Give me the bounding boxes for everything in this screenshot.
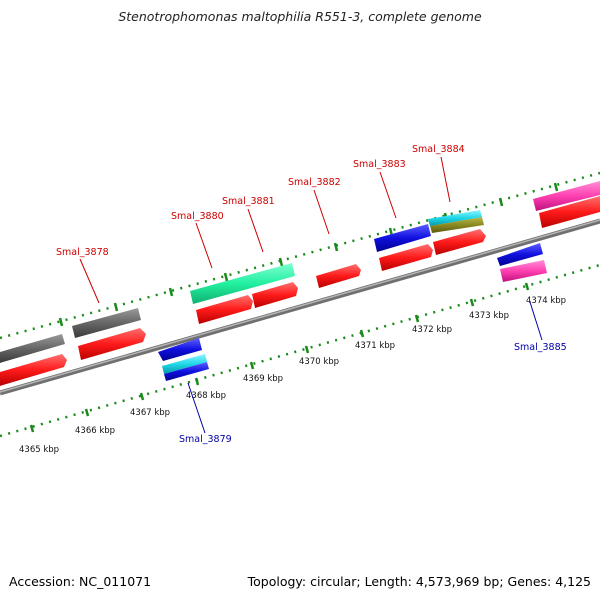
gene-label-Smal_3884[interactable]: Smal_3884 xyxy=(412,144,465,155)
cds-feature[interactable] xyxy=(78,328,146,360)
gene-label-Smal_3881[interactable]: Smal_3881 xyxy=(222,196,275,207)
gene-label-Smal_3885[interactable]: Smal_3885 xyxy=(514,342,567,353)
tick-labels: 4365 kbp 4366 kbp 4367 kbp 4368 kbp 4369… xyxy=(19,296,566,455)
tick-label: 4372 kbp xyxy=(412,325,452,335)
tick-label: 4369 kbp xyxy=(243,374,283,384)
label-leaders-forward xyxy=(79,156,451,304)
gene-feature-teal[interactable] xyxy=(190,263,295,304)
gene-feature-pink-reverse[interactable] xyxy=(500,260,547,282)
gene-feature-olive[interactable] xyxy=(430,217,484,233)
tick-label: 4368 kbp xyxy=(186,391,226,401)
gene-feature-blue-reverse[interactable] xyxy=(158,338,202,361)
tick-label: 4367 kbp xyxy=(130,408,170,418)
gene-feature-blue-reverse[interactable] xyxy=(497,243,543,266)
tick-label: 4371 kbp xyxy=(355,341,395,351)
tick-label: 4366 kbp xyxy=(75,426,115,436)
tick-label: 4374 kbp xyxy=(526,296,566,306)
map-title: Stenotrophomonas maltophilia R551-3, com… xyxy=(118,9,482,24)
gene-feature-blue[interactable] xyxy=(374,224,431,252)
gene-label-Smal_3880[interactable]: Smal_3880 xyxy=(171,211,224,222)
lower-tick-track xyxy=(0,263,600,438)
cds-feature[interactable] xyxy=(433,229,486,255)
gene-label-Smal_3882[interactable]: Smal_3882 xyxy=(288,177,341,188)
cds-feature[interactable] xyxy=(539,196,600,228)
gene-feature-gray[interactable] xyxy=(0,334,65,363)
cds-feature[interactable] xyxy=(196,295,253,324)
cds-feature[interactable] xyxy=(252,282,298,308)
gene-feature-blue-reverse[interactable] xyxy=(164,362,209,381)
accession-text: Accession: NC_011071 xyxy=(9,574,152,589)
gene-label-Smal_3878[interactable]: Smal_3878 xyxy=(56,247,109,258)
gene-label-Smal_3879[interactable]: Smal_3879 xyxy=(179,434,232,445)
genome-backbone xyxy=(0,218,600,396)
gene-feature-cyan[interactable] xyxy=(428,210,482,226)
cds-feature[interactable] xyxy=(0,354,67,386)
cds-feature[interactable] xyxy=(316,264,361,288)
gene-feature-pink[interactable] xyxy=(533,181,600,211)
genome-summary-text: Topology: circular; Length: 4,573,969 bp… xyxy=(247,574,591,589)
gene-feature-cyan-reverse[interactable] xyxy=(162,354,207,374)
tick-label: 4370 kbp xyxy=(299,357,339,367)
cds-feature[interactable] xyxy=(379,244,433,271)
tick-label: 4365 kbp xyxy=(19,445,59,455)
gene-label-Smal_3883[interactable]: Smal_3883 xyxy=(353,159,406,170)
label-leaders-reverse xyxy=(187,301,543,434)
tick-label: 4373 kbp xyxy=(469,311,509,321)
gene-feature-gray[interactable] xyxy=(72,308,141,338)
